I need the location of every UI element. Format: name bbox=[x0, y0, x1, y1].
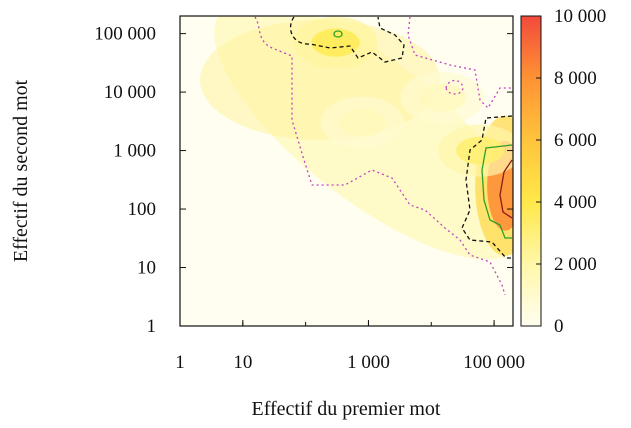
plot-frame bbox=[179, 15, 514, 327]
y-tick-label: 100 000 bbox=[94, 24, 156, 45]
y-tick-label: 100 bbox=[128, 199, 157, 220]
density-hotspot-core bbox=[418, 83, 467, 112]
colorbar: 0 2 000 4 000 6 000 8 000 10 000 bbox=[520, 6, 606, 337]
density-hotspot-core bbox=[311, 28, 360, 57]
colorbar-tick-label: 8 000 bbox=[554, 68, 597, 89]
contour-level-1000 bbox=[445, 79, 464, 95]
y-tick-label: 1 000 bbox=[113, 141, 156, 162]
colorbar-ticks: 0 2 000 4 000 6 000 8 000 10 000 bbox=[536, 6, 606, 337]
colorbar-tick-label: 0 bbox=[554, 316, 564, 337]
colorbar-tick-label: 2 000 bbox=[554, 254, 597, 275]
y-tick-label: 10 000 bbox=[104, 82, 156, 103]
contour-level-8000 bbox=[499, 159, 513, 219]
contour-level-1000 bbox=[407, 16, 512, 110]
colorbar-tick-label: 10 000 bbox=[554, 6, 606, 27]
heatmap-background bbox=[180, 16, 513, 326]
density-hotspot-core bbox=[338, 108, 387, 137]
y-tick-label: 10 bbox=[137, 258, 156, 279]
y-tick-label: 1 bbox=[147, 316, 157, 337]
x-tick-label: 10 bbox=[233, 352, 252, 373]
contour-level-5000 bbox=[333, 30, 343, 38]
colorbar-tick-label: 6 000 bbox=[554, 130, 597, 151]
contour-lines bbox=[254, 16, 513, 296]
y-axis-ticks: 1 10 100 1 000 10 000 100 000 bbox=[94, 24, 513, 337]
x-axis-ticks: 1 10 1 000 100 000 bbox=[175, 320, 525, 373]
density-hotspot-core bbox=[456, 136, 505, 165]
colorbar-tick-label: 4 000 bbox=[554, 192, 597, 213]
x-tick-label: 1 000 bbox=[347, 352, 390, 373]
colorbar-bar bbox=[520, 15, 542, 327]
x-tick-label: 1 bbox=[175, 352, 185, 373]
contour-level-5000 bbox=[481, 144, 513, 239]
contour-level-1000 bbox=[254, 16, 506, 296]
y-axis-title: Effectif du second mot bbox=[10, 79, 32, 262]
x-axis-title: Effectif du premier mot bbox=[251, 398, 440, 420]
x-tick-label: 100 000 bbox=[463, 352, 525, 373]
